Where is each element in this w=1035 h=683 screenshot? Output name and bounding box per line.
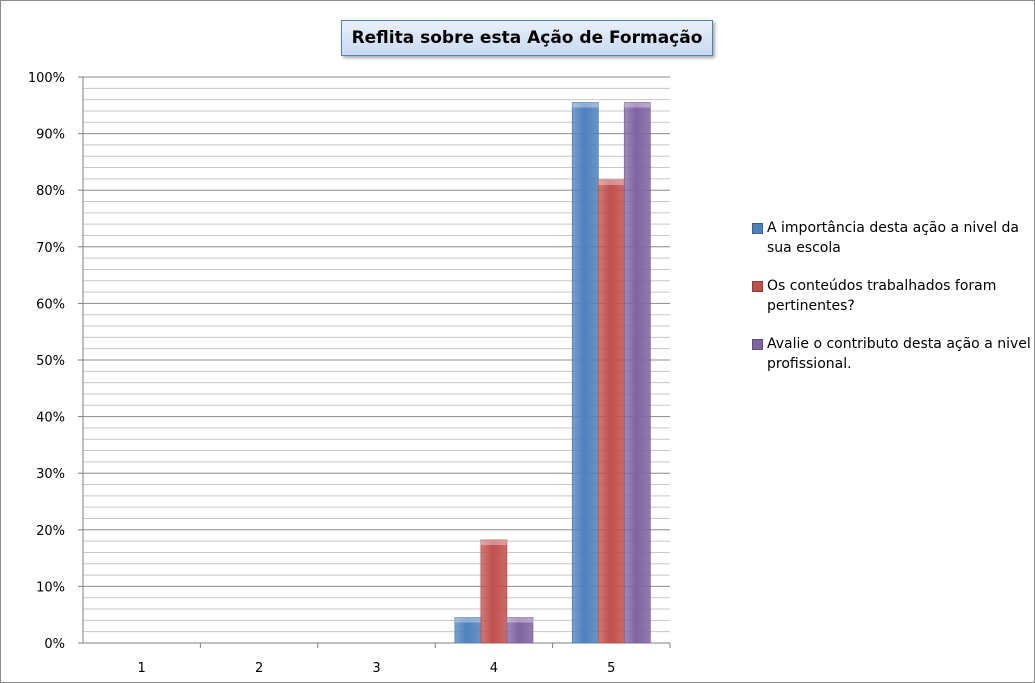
legend-swatch: [752, 223, 763, 234]
y-tick-label: 90%: [36, 128, 65, 143]
x-tick-label: 3: [372, 661, 380, 676]
y-tick-label: 10%: [36, 580, 65, 595]
legend-label: Os conteúdos trabalhados foram pertinent…: [767, 278, 997, 314]
legend-item: Avalie o contributo desta ação a nivel p…: [752, 334, 1032, 374]
y-tick-labels: 0% 10% 20% 30% 40% 50% 60% 70% 80% 90% 100%: [28, 71, 83, 652]
legend-swatch: [752, 281, 763, 292]
bar: [571, 102, 599, 644]
x-tick-label: 2: [255, 661, 263, 676]
legend-label: A importância desta ação a nivel da sua …: [767, 220, 1019, 256]
y-tick-label: 50%: [36, 354, 65, 369]
y-tick-label: 0%: [44, 637, 65, 652]
x-tick-label: 5: [607, 661, 615, 676]
x-tick-labels: 1 2 3 4 5: [138, 643, 671, 676]
legend-label: Avalie o contributo desta ação a nivel p…: [767, 336, 1031, 372]
y-tick-label: 100%: [28, 71, 65, 86]
bar: [597, 179, 625, 644]
bar: [480, 539, 508, 644]
bar: [623, 102, 651, 644]
bars: [454, 102, 651, 644]
x-tick-label: 4: [490, 661, 498, 676]
legend-swatch: [752, 339, 763, 350]
legend-item: Os conteúdos trabalhados foram pertinent…: [752, 276, 1032, 316]
legend: A importância desta ação a nivel da sua …: [752, 218, 1032, 392]
legend-item: A importância desta ação a nivel da sua …: [752, 218, 1032, 258]
y-tick-label: 30%: [36, 467, 65, 482]
y-tick-label: 80%: [36, 184, 65, 199]
chart-title: Reflita sobre esta Ação de Formação: [351, 28, 703, 48]
bar: [506, 617, 534, 644]
chart-title-box: Reflita sobre esta Ação de Formação: [341, 20, 713, 56]
y-tick-label: 60%: [36, 297, 65, 312]
bar: [454, 617, 482, 644]
y-tick-label: 40%: [36, 411, 65, 426]
y-tick-label: 20%: [36, 524, 65, 539]
y-tick-label: 70%: [36, 241, 65, 256]
x-tick-label: 1: [138, 661, 146, 676]
